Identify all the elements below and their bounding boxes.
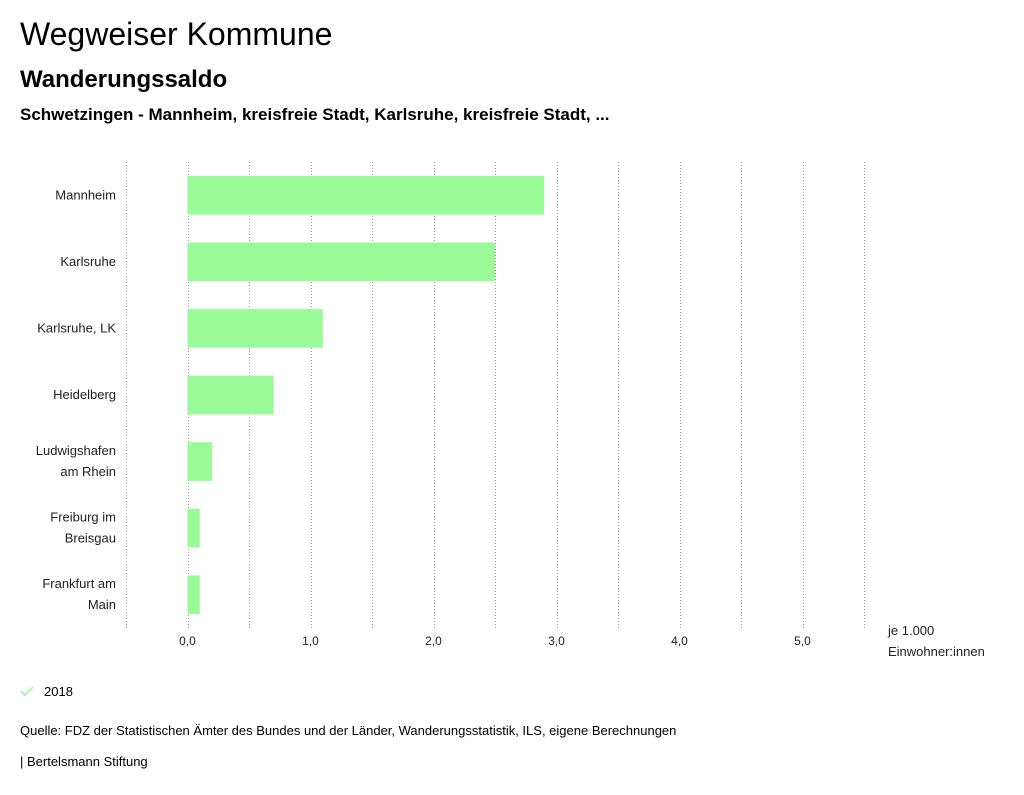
bar [187, 375, 274, 415]
category-label: Karlsruhe [60, 254, 116, 269]
category-label: Freiburg im [50, 510, 116, 525]
category-label: Heidelberg [53, 387, 116, 402]
bar [187, 242, 495, 282]
bar [187, 175, 545, 215]
page-title: Wegweiser Kommune [20, 16, 333, 52]
source-note: Quelle: FDZ der Statistischen Ämter des … [20, 723, 677, 738]
region-selection: Schwetzingen - Mannheim, kreisfreie Stad… [20, 105, 610, 124]
bar [187, 575, 200, 615]
x-tick-label: 3,0 [548, 634, 565, 648]
bar-chart: 0,0 1,0 2,0 3,0 4,0 5,0 Mannheim Karlsruhe Karls… [36, 162, 985, 659]
x-tick-label: 2,0 [425, 634, 442, 648]
x-tick-label: 1,0 [302, 634, 319, 648]
category-label: Mannheim [55, 187, 116, 202]
check-icon [20, 684, 44, 699]
x-tick-label: 5,0 [794, 634, 811, 648]
unit-label: Einwohner:innen [888, 644, 985, 659]
unit-label: je 1.000 [887, 623, 934, 638]
bar [187, 309, 323, 348]
category-label: Frankfurt am [42, 576, 116, 591]
bar [187, 508, 200, 548]
category-label: Karlsruhe, LK [37, 320, 116, 335]
category-label: Ludwigshafen [36, 443, 116, 458]
chart-subtitle: Wanderungssaldo [20, 66, 228, 93]
x-tick-label: 4,0 [671, 634, 688, 648]
x-tick-label: 0,0 [179, 634, 196, 648]
bar [187, 442, 213, 481]
legend[interactable]: 2018 [20, 684, 73, 699]
legend-label: 2018 [44, 684, 73, 699]
category-label: Main [88, 597, 116, 612]
copyright: | Bertelsmann Stiftung [20, 754, 148, 769]
category-label: Breisgau [65, 531, 116, 546]
category-label: am Rhein [60, 464, 116, 479]
